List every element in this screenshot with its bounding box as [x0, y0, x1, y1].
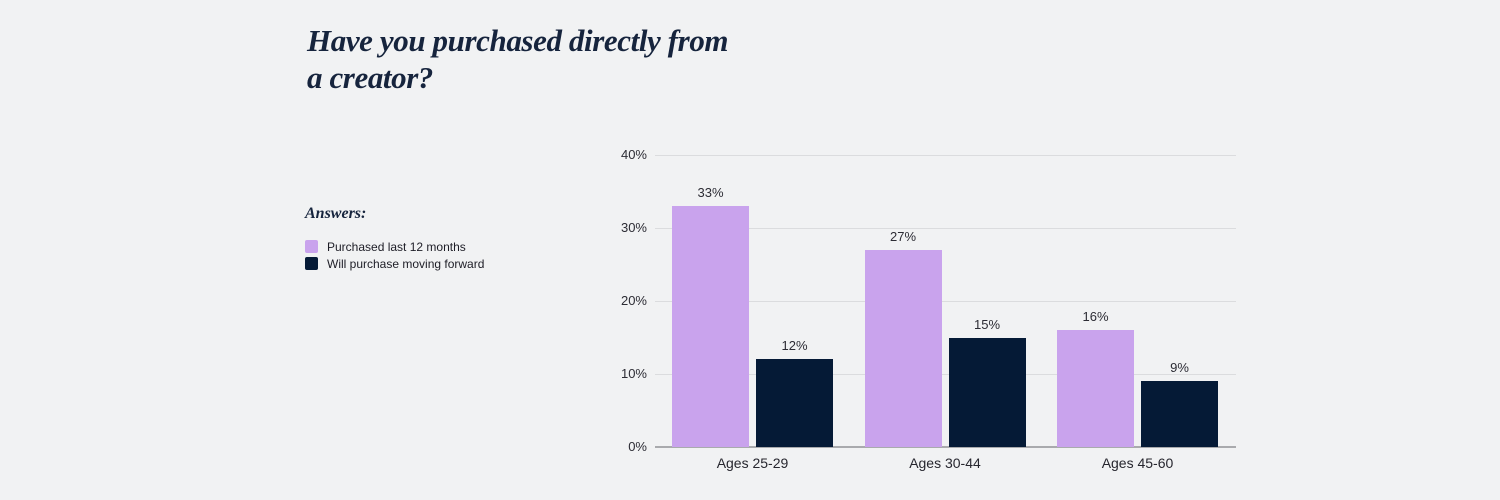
- bar-purchased-last-12-months-ages-30-44: [864, 249, 942, 447]
- bar-value-label: 9%: [1170, 360, 1189, 376]
- legend-item-label: Will purchase moving forward: [327, 256, 485, 271]
- chart-legend: Answers: Purchased last 12 months Will p…: [305, 205, 484, 272]
- bar-value-label: 27%: [889, 228, 917, 244]
- y-tick-label: 20%: [620, 293, 647, 308]
- bar-will-purchase-moving-forward-ages-30-44: [948, 337, 1026, 447]
- x-axis-label: Ages 25-29: [716, 455, 789, 471]
- x-axis-label: Ages 45-60: [1101, 455, 1174, 471]
- gridline: [655, 228, 1236, 229]
- legend-item-will-purchase-moving-forward: Will purchase moving forward: [305, 255, 484, 272]
- x-axis-label: Ages 30-44: [909, 455, 981, 471]
- chart-title: Have you purchased directly from a creat…: [307, 23, 729, 95]
- y-tick-label: 0%: [628, 439, 647, 454]
- bar-value-label: 33%: [697, 185, 724, 201]
- gridline: [655, 155, 1236, 156]
- bar-purchased-last-12-months-ages-45-60: [1057, 330, 1134, 447]
- gridline: [655, 374, 1236, 375]
- bar-will-purchase-moving-forward-ages-25-29: [756, 359, 833, 447]
- bar-value-label: 16%: [1082, 309, 1109, 325]
- bar-will-purchase-moving-forward-ages-45-60: [1141, 381, 1218, 447]
- bar-value-label: 15%: [973, 316, 1001, 332]
- gridline: [655, 301, 1236, 302]
- legend-item-purchased-last-12-months: Purchased last 12 months: [305, 238, 484, 255]
- legend-swatch-purchased-last-12-months: [305, 240, 318, 253]
- legend-title: Answers:: [305, 205, 367, 222]
- y-tick-label: 40%: [620, 147, 647, 162]
- y-tick-label: 10%: [620, 366, 647, 381]
- legend-item-label: Purchased last 12 months: [327, 239, 466, 254]
- legend-swatch-will-purchase-moving-forward: [305, 257, 318, 270]
- bar-value-label: 12%: [781, 338, 808, 354]
- y-tick-label: 30%: [620, 220, 647, 235]
- x-axis-line: [655, 446, 1236, 448]
- bar-purchased-last-12-months-ages-25-29: [672, 206, 749, 447]
